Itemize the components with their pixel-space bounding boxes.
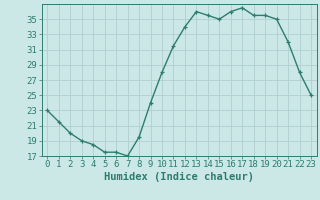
X-axis label: Humidex (Indice chaleur): Humidex (Indice chaleur) bbox=[104, 172, 254, 182]
